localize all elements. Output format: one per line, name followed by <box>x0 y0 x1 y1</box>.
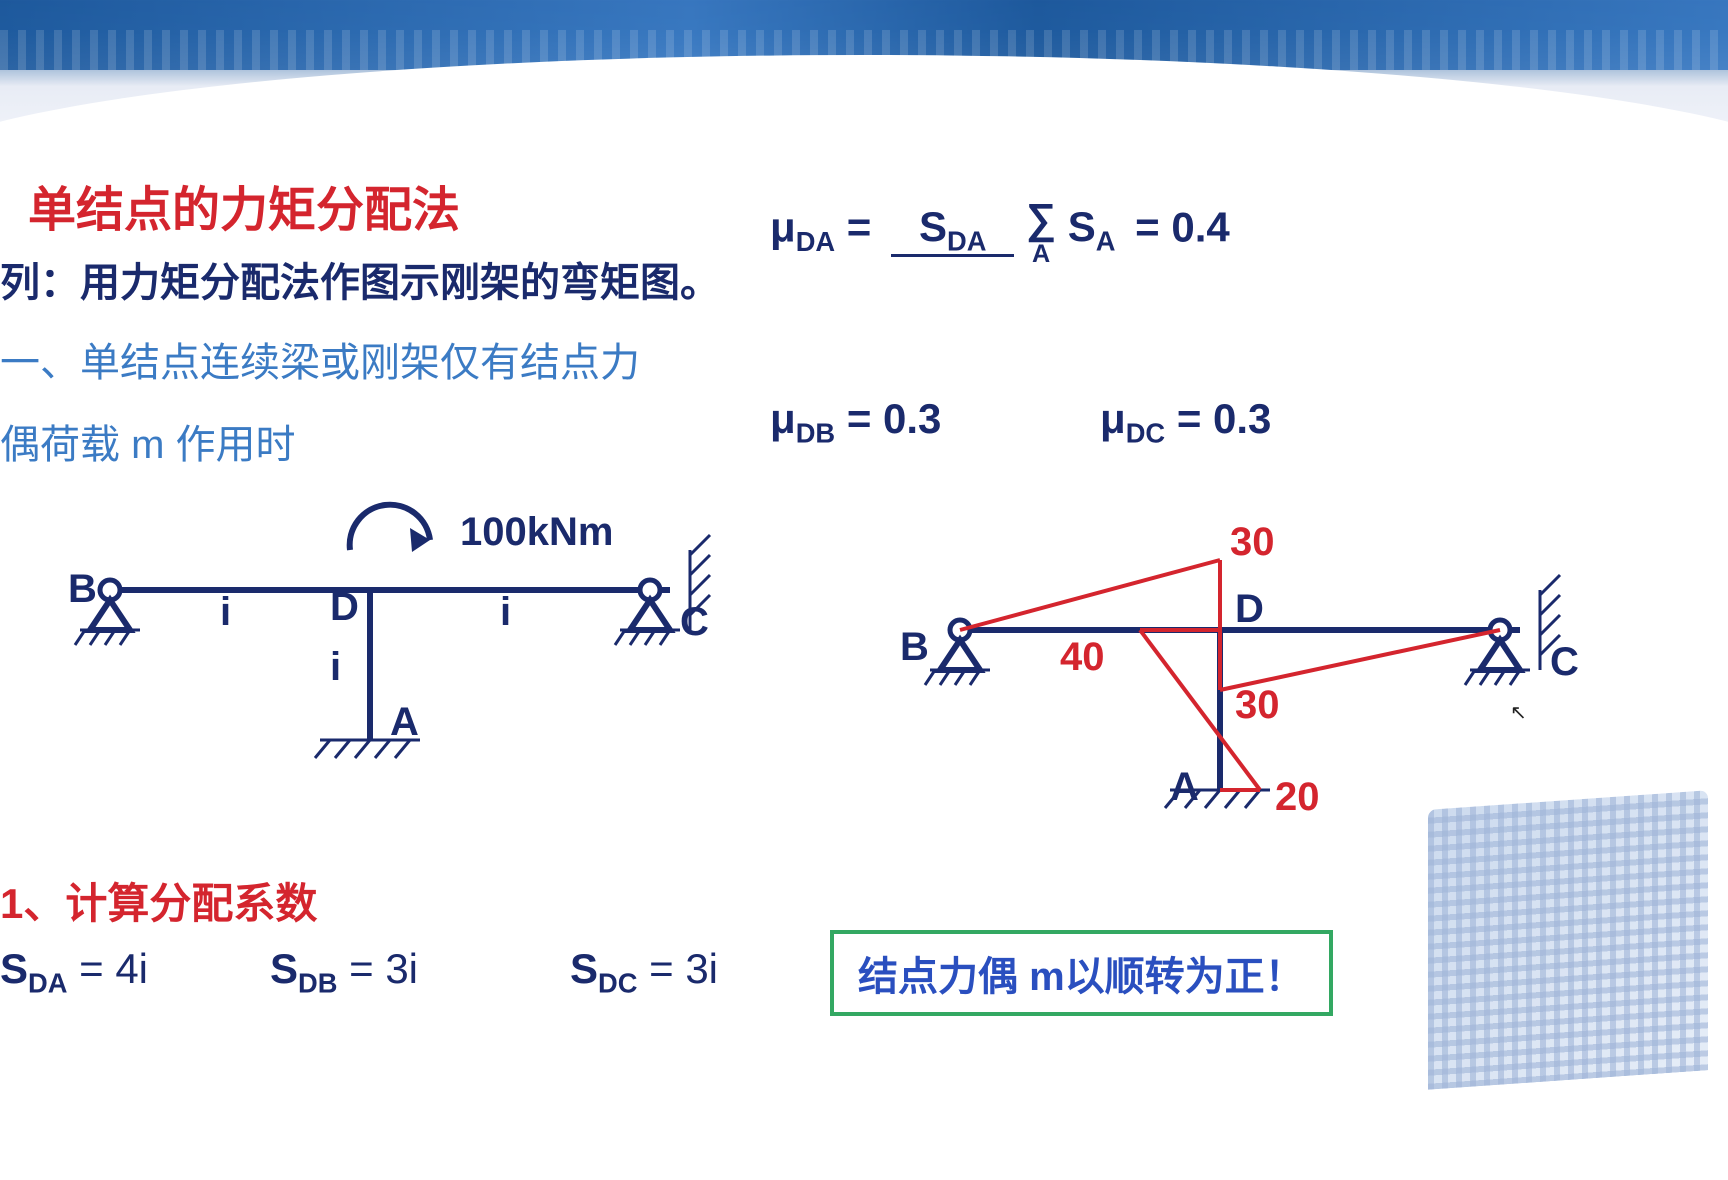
s-da-val: = 4i <box>67 945 148 992</box>
structural-frame-diagram: B D C A i i i 100kNm <box>30 480 750 800</box>
member-i-bd: i <box>220 590 231 634</box>
mu-symbol: μ <box>770 203 796 250</box>
mu-db-sub: DB <box>796 417 835 448</box>
node-a-label: A <box>390 700 419 744</box>
s-dc-val: = 3i <box>637 945 718 992</box>
sigma-symbol: ∑ <box>1026 195 1056 242</box>
node-b-label: B <box>68 567 97 611</box>
member-i-dc: i <box>500 590 511 634</box>
node-c-label-r: C <box>1550 640 1579 684</box>
node-a-label-r: A <box>1170 765 1199 809</box>
moment-40: 40 <box>1060 635 1105 679</box>
numerator-s: S <box>919 203 947 250</box>
moment-diagram: B D C A 30 40 30 20 <box>880 500 1600 860</box>
node-b-label-r: B <box>900 625 929 669</box>
s-dc-s: S <box>570 945 598 992</box>
mu-db-value: = 0.3 <box>847 395 942 442</box>
mu-dc-sub: DC <box>1126 417 1165 448</box>
mu-da-sub: DA <box>796 226 835 257</box>
step1-heading: 1、计算分配系数 <box>0 870 317 931</box>
case-line-2: 偶荷载 m 作用时 <box>0 412 296 470</box>
s-da-sub: DA <box>28 967 67 998</box>
den-s: S <box>1068 203 1096 250</box>
s-da-formula: SDA = 4i <box>0 945 148 999</box>
mu-da-value: = 0.4 <box>1135 203 1230 250</box>
node-c-label: C <box>680 600 709 644</box>
page-title: 单结点的力矩分配法 <box>28 170 460 240</box>
moment-30-mid: 30 <box>1235 683 1280 727</box>
mu-db-equation: μDB = 0.3 <box>770 395 941 449</box>
s-db-sub: DB <box>298 967 337 998</box>
s-db-val: = 3i <box>337 945 418 992</box>
note-box: 结点力偶 m以顺转为正！ <box>830 930 1333 1016</box>
node-d-label-r: D <box>1235 587 1264 631</box>
case-line-1: 一、单结点连续梁或刚架仅有结点力 <box>0 330 640 388</box>
node-d-label: D <box>330 585 359 629</box>
load-label: 100kNm <box>460 510 613 554</box>
mu-dc-symbol: μ <box>1100 395 1126 442</box>
s-dc-sub: DC <box>598 967 637 998</box>
mu-da-equation: μDA = SDA ∑ A SA = 0.4 <box>770 195 1230 266</box>
s-dc-formula: SDC = 3i <box>570 945 718 999</box>
member-i-da: i <box>330 645 341 689</box>
cursor-icon: ↖ <box>1510 700 1527 725</box>
mu-db-symbol: μ <box>770 395 796 442</box>
moment-30-top: 30 <box>1230 520 1275 564</box>
s-da-s: S <box>0 945 28 992</box>
mu-dc-equation: μDC = 0.3 <box>1100 395 1271 449</box>
equals: = <box>835 203 883 250</box>
example-label: 列：用力矩分配法作图示刚架的弯矩图。 <box>0 250 720 308</box>
sigma-sub: A <box>1026 243 1056 266</box>
s-db-s: S <box>270 945 298 992</box>
s-db-formula: SDB = 3i <box>270 945 418 999</box>
moment-20: 20 <box>1275 775 1320 819</box>
numerator-sub: DA <box>947 226 986 257</box>
den-s-sub: A <box>1096 226 1116 257</box>
mu-dc-value: = 0.3 <box>1177 395 1272 442</box>
